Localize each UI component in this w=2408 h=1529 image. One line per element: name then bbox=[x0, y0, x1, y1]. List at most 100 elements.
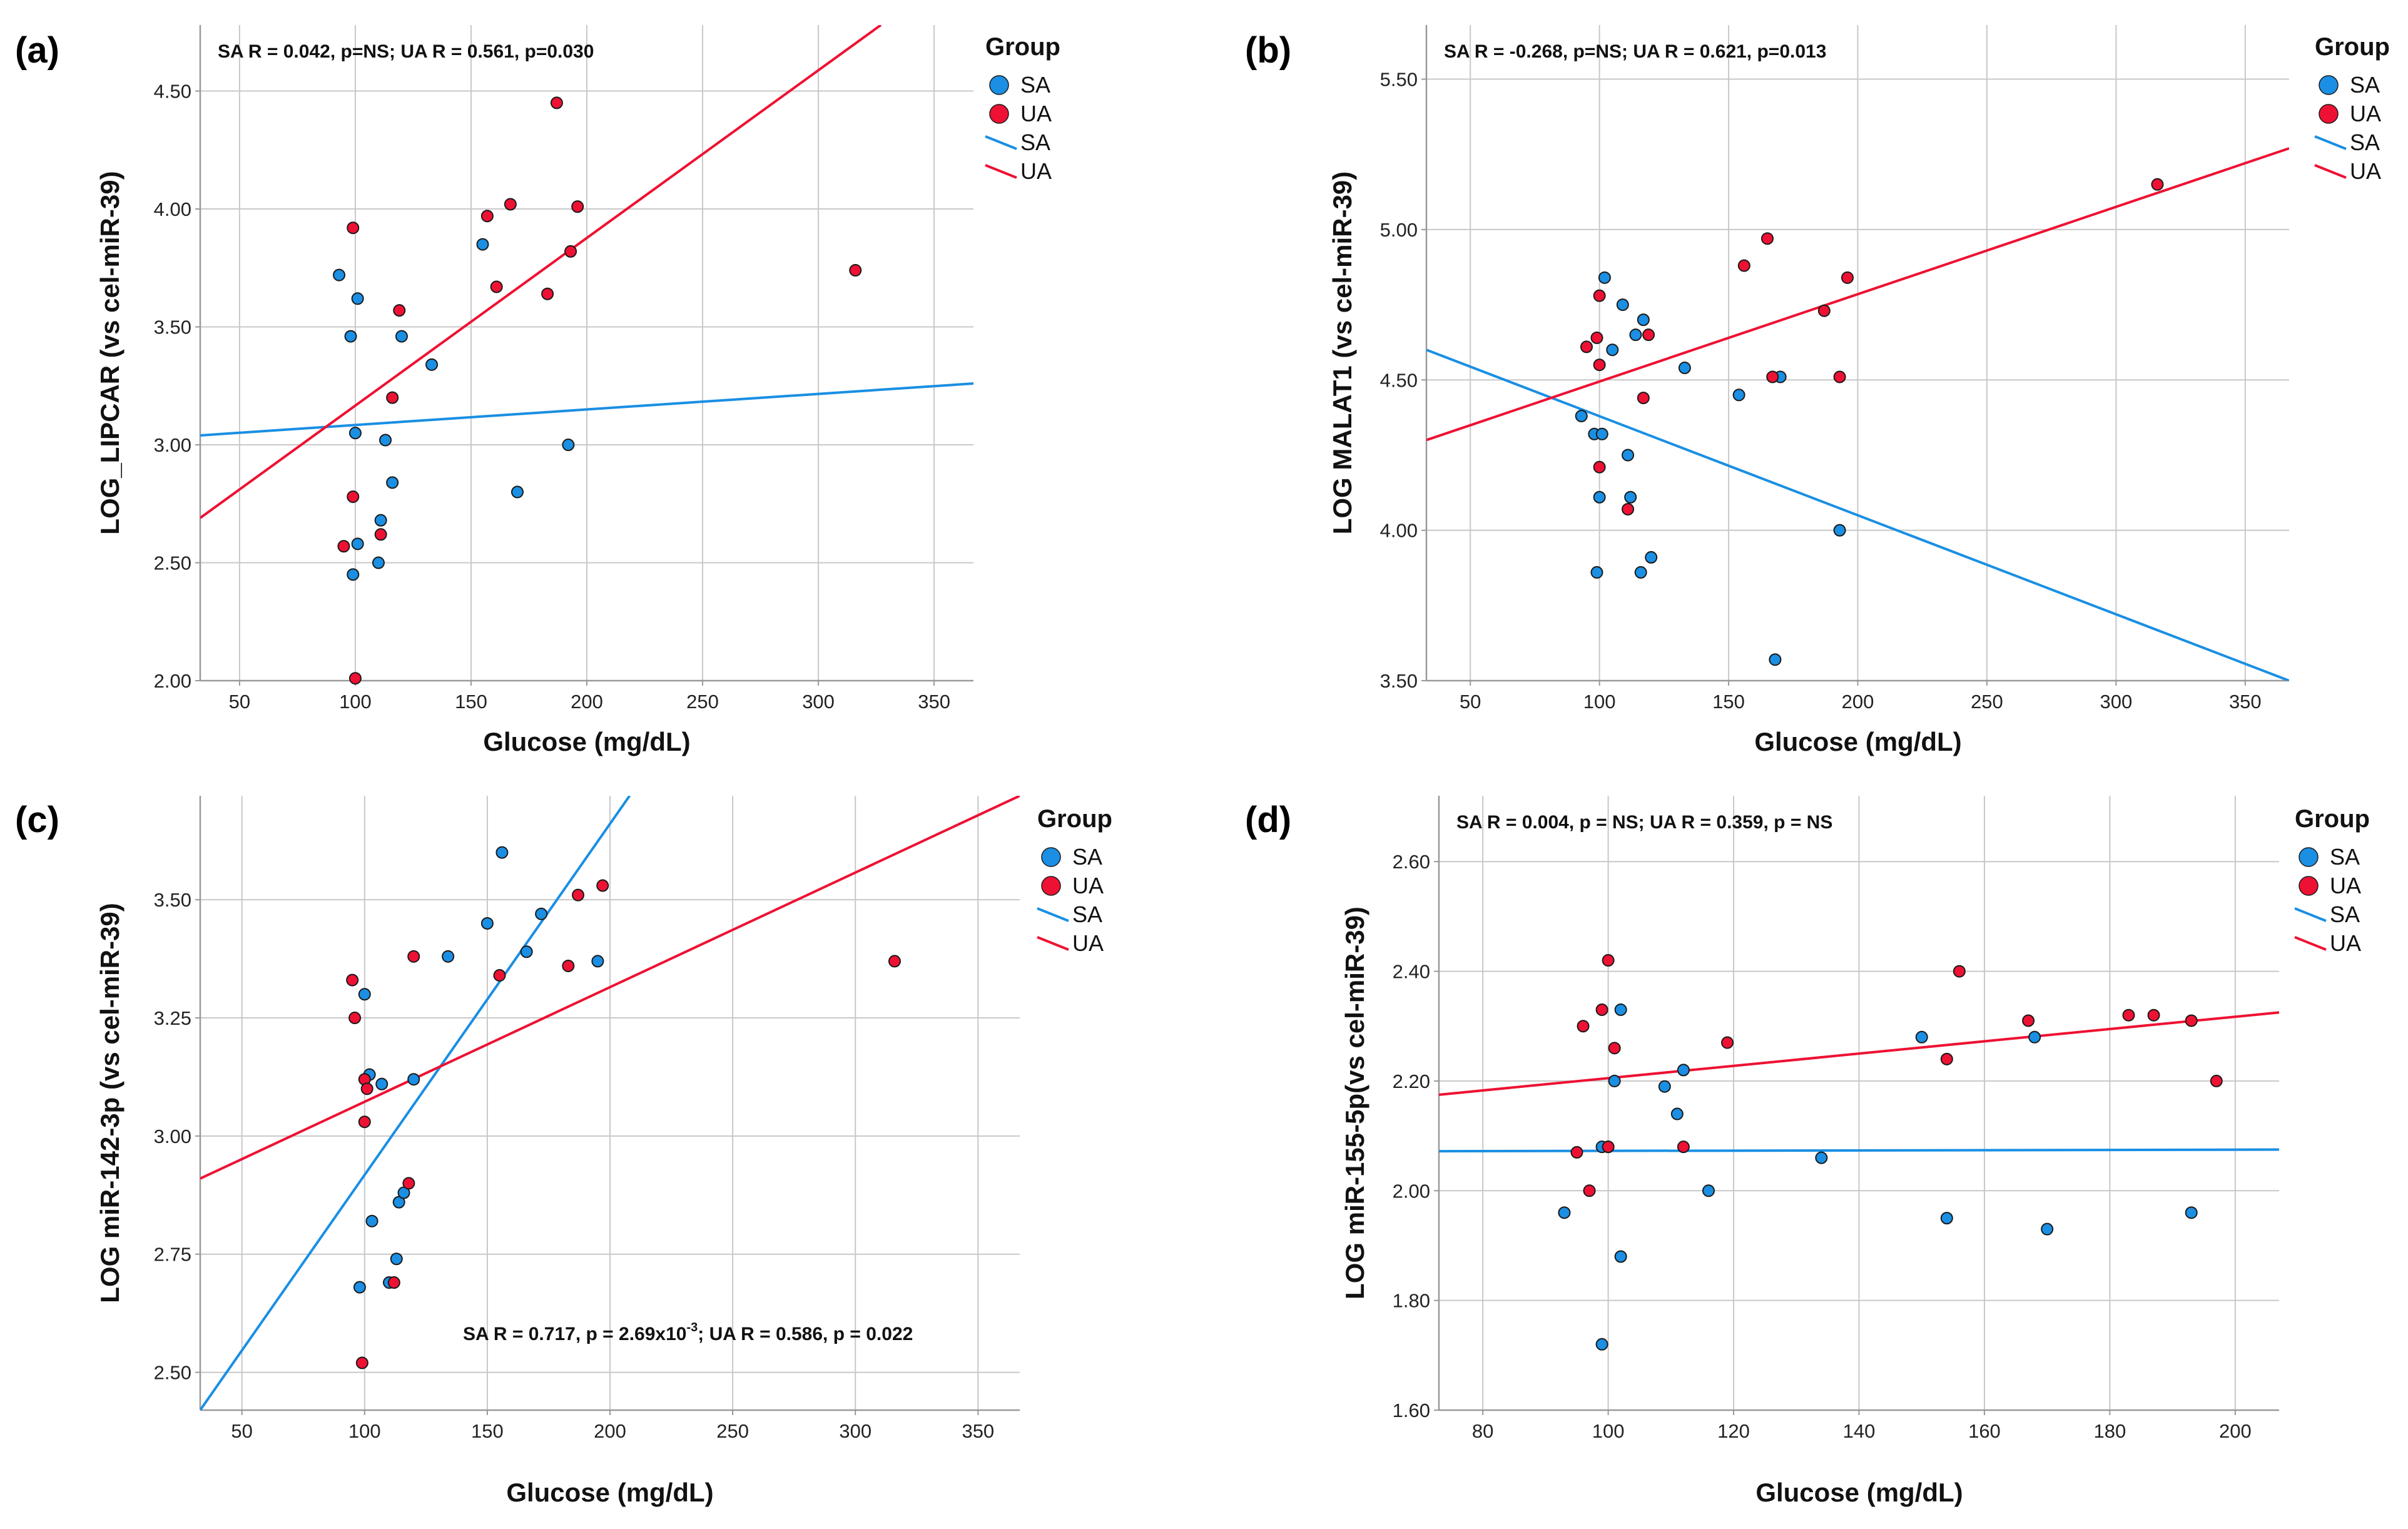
x-tick-label: 50 bbox=[229, 691, 250, 713]
x-tick-label: 180 bbox=[2094, 1420, 2126, 1442]
data-point-ua bbox=[1570, 1145, 1583, 1159]
legend-label-ua: UA bbox=[2330, 930, 2361, 956]
data-point-sa bbox=[358, 988, 371, 1001]
data-point-ua bbox=[1590, 331, 1603, 344]
data-point-sa bbox=[407, 1073, 420, 1086]
legend-label-sa: SA bbox=[1020, 72, 1050, 98]
data-point-ua bbox=[1602, 1140, 1615, 1154]
x-tick-label: 150 bbox=[455, 691, 487, 713]
series-ua bbox=[346, 879, 901, 1369]
stats-annotation: SA R = -0.268, p=NS; UA R = 0.621, p=0.0… bbox=[1444, 41, 1826, 62]
legend-label-sa: SA bbox=[1072, 844, 1102, 870]
legend-label-ua: UA bbox=[2350, 158, 2381, 184]
data-point-sa bbox=[480, 917, 494, 930]
data-point-ua bbox=[562, 959, 575, 972]
data-point-sa bbox=[2041, 1222, 2054, 1236]
data-point-sa bbox=[333, 268, 346, 282]
data-point-sa bbox=[344, 330, 357, 343]
stats-annotation-sup: -3 bbox=[686, 1321, 698, 1334]
x-tick-label: 80 bbox=[1472, 1420, 1493, 1442]
data-point-ua bbox=[1841, 271, 1854, 284]
legend-line-sa bbox=[2314, 135, 2347, 150]
data-point-sa bbox=[1815, 1151, 1828, 1164]
data-point-sa bbox=[348, 427, 362, 440]
legend-title: Group bbox=[985, 33, 1060, 61]
data-point-sa bbox=[1575, 409, 1588, 422]
data-point-ua bbox=[1833, 370, 1846, 384]
legend: Group SA UA SA UA bbox=[2294, 805, 2370, 956]
data-point-sa bbox=[1590, 566, 1603, 579]
legend-label-ua: UA bbox=[1020, 158, 1052, 184]
data-point-ua bbox=[1737, 259, 1750, 272]
fit-line-sa bbox=[1439, 1148, 2279, 1153]
legend-marker-ua bbox=[989, 104, 1009, 124]
y-tick-label: 2.00 bbox=[1393, 1180, 1430, 1202]
data-point-ua bbox=[1817, 304, 1831, 317]
y-tick-label: 4.50 bbox=[1380, 369, 1418, 391]
y-tick-label: 4.00 bbox=[1380, 520, 1418, 542]
data-point-sa bbox=[1732, 389, 1745, 402]
y-tick-label: 2.00 bbox=[154, 670, 191, 692]
legend-title: Group bbox=[2315, 33, 2390, 61]
data-point-sa bbox=[1614, 1003, 1627, 1016]
legend-label-ua: UA bbox=[2350, 101, 2381, 126]
data-point-ua bbox=[571, 200, 584, 213]
data-point-ua bbox=[2210, 1074, 2223, 1087]
legend-title: Group bbox=[1037, 805, 1112, 833]
y-tick-label: 1.80 bbox=[1393, 1290, 1430, 1312]
fit-line-sa bbox=[200, 796, 631, 1410]
x-tick-label: 300 bbox=[2100, 691, 2133, 713]
data-point-ua bbox=[1602, 954, 1615, 967]
legend-marker-sa bbox=[2319, 75, 2339, 95]
data-point-sa bbox=[1677, 1064, 1690, 1077]
data-point-ua bbox=[1583, 1184, 1596, 1197]
data-point-sa bbox=[1670, 1107, 1684, 1120]
data-point-ua bbox=[2122, 1008, 2135, 1022]
data-point-sa bbox=[375, 1077, 389, 1090]
data-point-ua bbox=[374, 528, 387, 541]
data-point-ua bbox=[337, 540, 350, 553]
data-point-sa bbox=[372, 556, 385, 569]
y-tick-label: 3.25 bbox=[154, 1007, 191, 1029]
data-point-sa bbox=[390, 1252, 403, 1266]
data-point-ua bbox=[849, 264, 862, 277]
panel-label: (c) bbox=[15, 800, 59, 840]
legend-line-ua bbox=[2294, 936, 2327, 951]
x-tick-label: 100 bbox=[348, 1420, 381, 1442]
x-tick-label: 200 bbox=[571, 691, 603, 713]
series-sa bbox=[333, 238, 575, 581]
data-point-ua bbox=[360, 1082, 373, 1095]
x-tick-label: 150 bbox=[471, 1420, 504, 1442]
y-tick-label: 2.75 bbox=[154, 1244, 191, 1266]
y-axis-label: LOG_LIPCAR (vs cel-miR-39) bbox=[95, 171, 124, 534]
data-point-ua bbox=[1593, 460, 1606, 474]
legend-label-sa: SA bbox=[1020, 130, 1050, 155]
y-tick-label: 3.50 bbox=[154, 317, 191, 338]
data-point-sa bbox=[1769, 653, 1782, 666]
legend-label-sa: SA bbox=[2350, 72, 2380, 98]
fit-lines bbox=[200, 25, 973, 519]
data-point-sa bbox=[1637, 313, 1650, 327]
data-point-sa bbox=[2028, 1030, 2041, 1044]
legend-line-ua bbox=[2314, 164, 2347, 179]
y-axis-label: LOG MALAT1 (vs cel-miR-39) bbox=[1328, 171, 1357, 534]
data-point-ua bbox=[1721, 1036, 1734, 1049]
data-point-ua bbox=[346, 973, 359, 987]
x-tick-label: 300 bbox=[802, 691, 835, 713]
data-point-sa bbox=[351, 537, 364, 551]
fit-line-sa bbox=[1426, 348, 2289, 681]
x-tick-label: 350 bbox=[962, 1420, 994, 1442]
x-tick-label: 100 bbox=[339, 691, 372, 713]
data-point-ua bbox=[393, 304, 406, 317]
data-point-sa bbox=[1595, 1338, 1608, 1351]
data-point-sa bbox=[1915, 1030, 1928, 1044]
data-point-ua bbox=[355, 1356, 368, 1369]
panel-label: (d) bbox=[1245, 800, 1291, 840]
y-tick-label: 3.00 bbox=[154, 434, 191, 456]
data-point-ua bbox=[550, 96, 563, 109]
y-tick-label: 4.50 bbox=[154, 81, 191, 103]
data-point-sa bbox=[1702, 1184, 1715, 1197]
x-tick-label: 100 bbox=[1583, 691, 1616, 713]
y-tick-label: 3.50 bbox=[154, 889, 191, 911]
